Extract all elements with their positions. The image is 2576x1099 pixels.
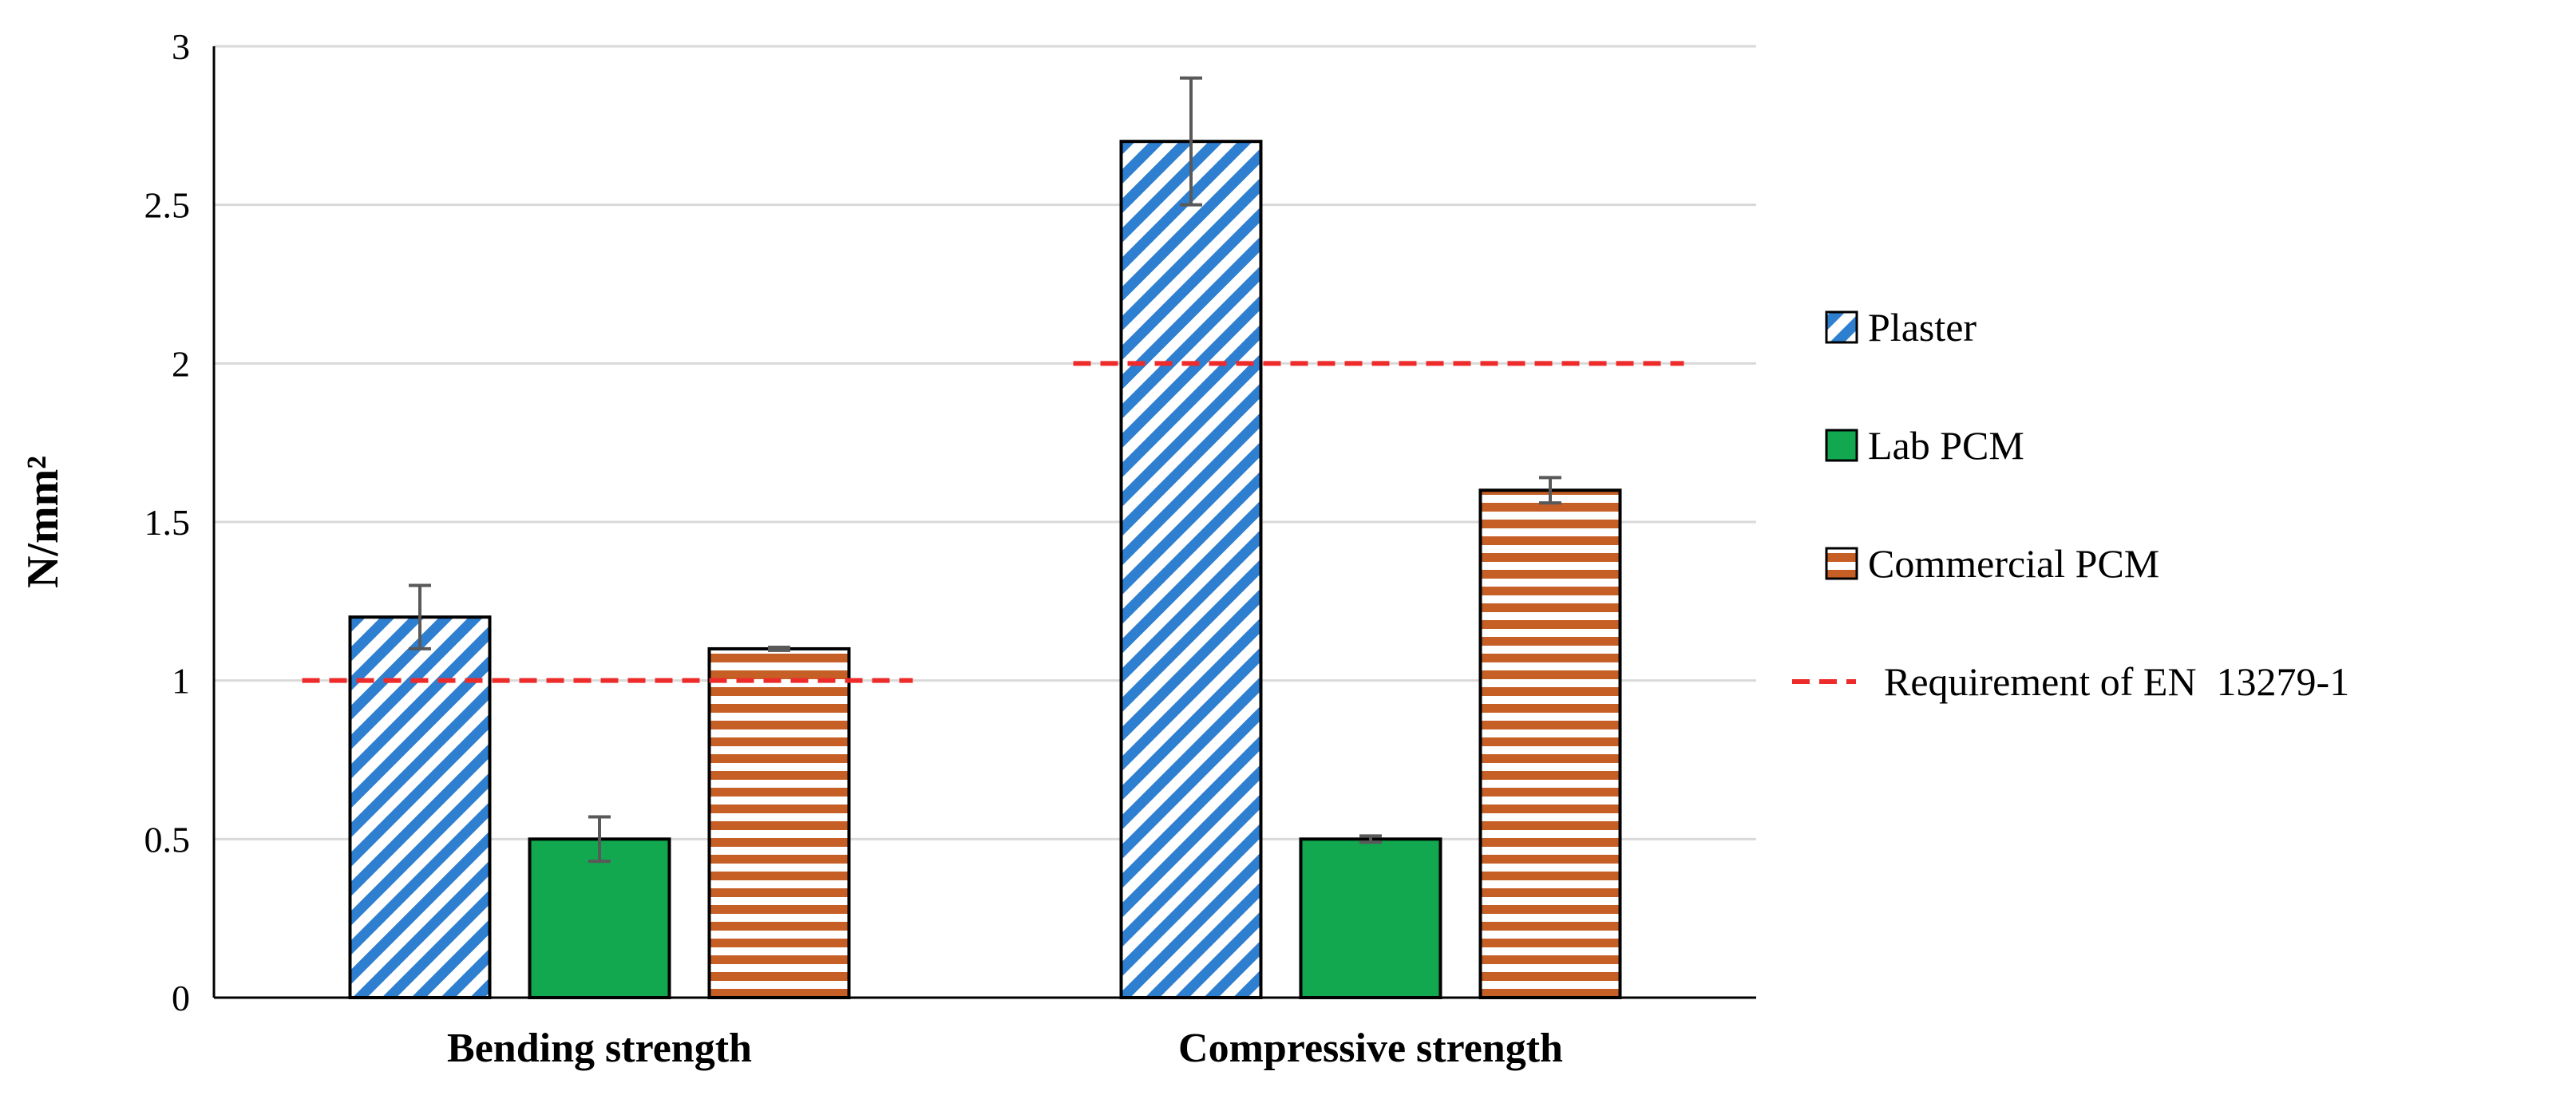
x-category-label: Bending strength (447, 1026, 752, 1071)
bar-plaster-bending-strength (348, 615, 492, 999)
bar-lab-pcm-compressive-strength (1299, 837, 1442, 1000)
legend-item-lab-pcm: Lab PCM (1825, 423, 2024, 468)
y-tick-label: 3 (172, 26, 190, 67)
legend-label: Commercial PCM (1868, 541, 2159, 586)
y-tick-label: 0.5 (144, 819, 191, 860)
legend-item-plaster: Plaster (1825, 305, 1977, 350)
legend-swatch (1825, 429, 1858, 462)
legend-item-commercial-pcm: Commercial PCM (1825, 541, 2159, 586)
y-tick-label: 0 (172, 978, 190, 1018)
y-axis-title: N/mm² (18, 456, 68, 588)
bar-commercial-pcm-bending-strength (707, 646, 851, 1000)
legend-swatch (1825, 547, 1858, 580)
y-tick-label: 1.5 (144, 502, 191, 543)
legend-swatch (1825, 310, 1858, 344)
legend-label: Plaster (1868, 305, 1977, 350)
bar-commercial-pcm-compressive-strength (1478, 488, 1622, 999)
legend-label: Requirement of EN 13279-1 (1884, 659, 2349, 704)
legend-item-requirement: Requirement of EN 13279-1 (1792, 659, 2349, 704)
legend: Plaster Lab PCM Commercial PCM Requirement … (1792, 305, 2349, 704)
axes: 0 0.5 1 1.5 2 2.5 3 N/mm² Bending strength Compre… (18, 26, 1756, 1071)
bar-plaster-compressive-strength (1119, 140, 1263, 1000)
y-tick-label: 1 (172, 661, 190, 702)
x-category-label: Compressive strength (1178, 1026, 1563, 1071)
legend-label: Lab PCM (1868, 423, 2024, 468)
error-bars (409, 76, 1561, 864)
bars (348, 140, 1622, 1000)
reference-lines (302, 361, 1684, 683)
y-tick-label: 2 (172, 343, 190, 384)
y-tick-label: 2.5 (144, 185, 191, 226)
